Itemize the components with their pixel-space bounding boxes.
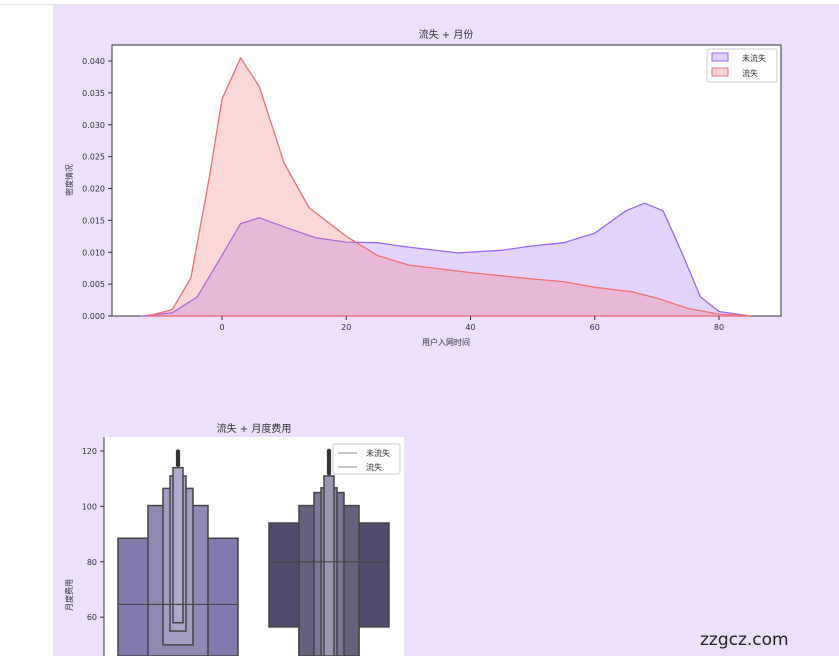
legend-swatch [711, 52, 729, 62]
y-tick-label: 80 [87, 558, 97, 567]
outlier-point [175, 449, 181, 454]
y-tick-label: 0.040 [82, 57, 105, 66]
x-tick-label: 80 [714, 323, 724, 332]
y-tick-label: 0.020 [82, 185, 105, 194]
x-tick-label: 40 [465, 323, 475, 332]
kde-area [146, 57, 751, 317]
legend: 未流失 流失 [706, 48, 778, 83]
legend-label: 未流失 [742, 53, 766, 63]
legend-label: 未流失 [366, 448, 390, 458]
y-tick-label: 0.025 [82, 153, 105, 162]
y-tick-label: 0.030 [82, 121, 105, 130]
x-tick-label: 0 [219, 323, 224, 332]
chart-title: 流失 + 月度费用 [217, 422, 292, 435]
x-tick-label: 20 [341, 323, 351, 332]
outlier-point [326, 448, 332, 454]
watermark: zzgcz.com [700, 630, 789, 650]
legend: 未流失 流失 [332, 443, 401, 475]
y-tick-label: 0.035 [82, 89, 105, 98]
x-tick-label: 60 [590, 323, 600, 332]
chart-title: 流失 + 月份 [419, 28, 474, 41]
y-tick-label: 0.010 [82, 248, 105, 257]
y-tick-label: 0.000 [82, 312, 105, 321]
y-tick-label: 120 [82, 447, 97, 456]
y-tick-label: 60 [87, 613, 97, 622]
y-tick-label: 0.005 [82, 280, 105, 289]
y-tick-label: 0.015 [82, 216, 105, 225]
x-axis-label: 用户入网时间 [422, 337, 470, 347]
legend-label: 流失 [742, 68, 758, 78]
boxen-box [172, 466, 184, 624]
y-axis-label: 月度费用 [64, 579, 74, 611]
y-axis-label: 密度情况 [64, 164, 74, 196]
plot-area [111, 44, 782, 317]
boxen-box [323, 475, 335, 656]
legend-swatch [711, 67, 729, 77]
legend-label: 流失 [366, 462, 382, 472]
y-tick-label: 100 [82, 502, 97, 511]
divider [0, 4, 839, 5]
